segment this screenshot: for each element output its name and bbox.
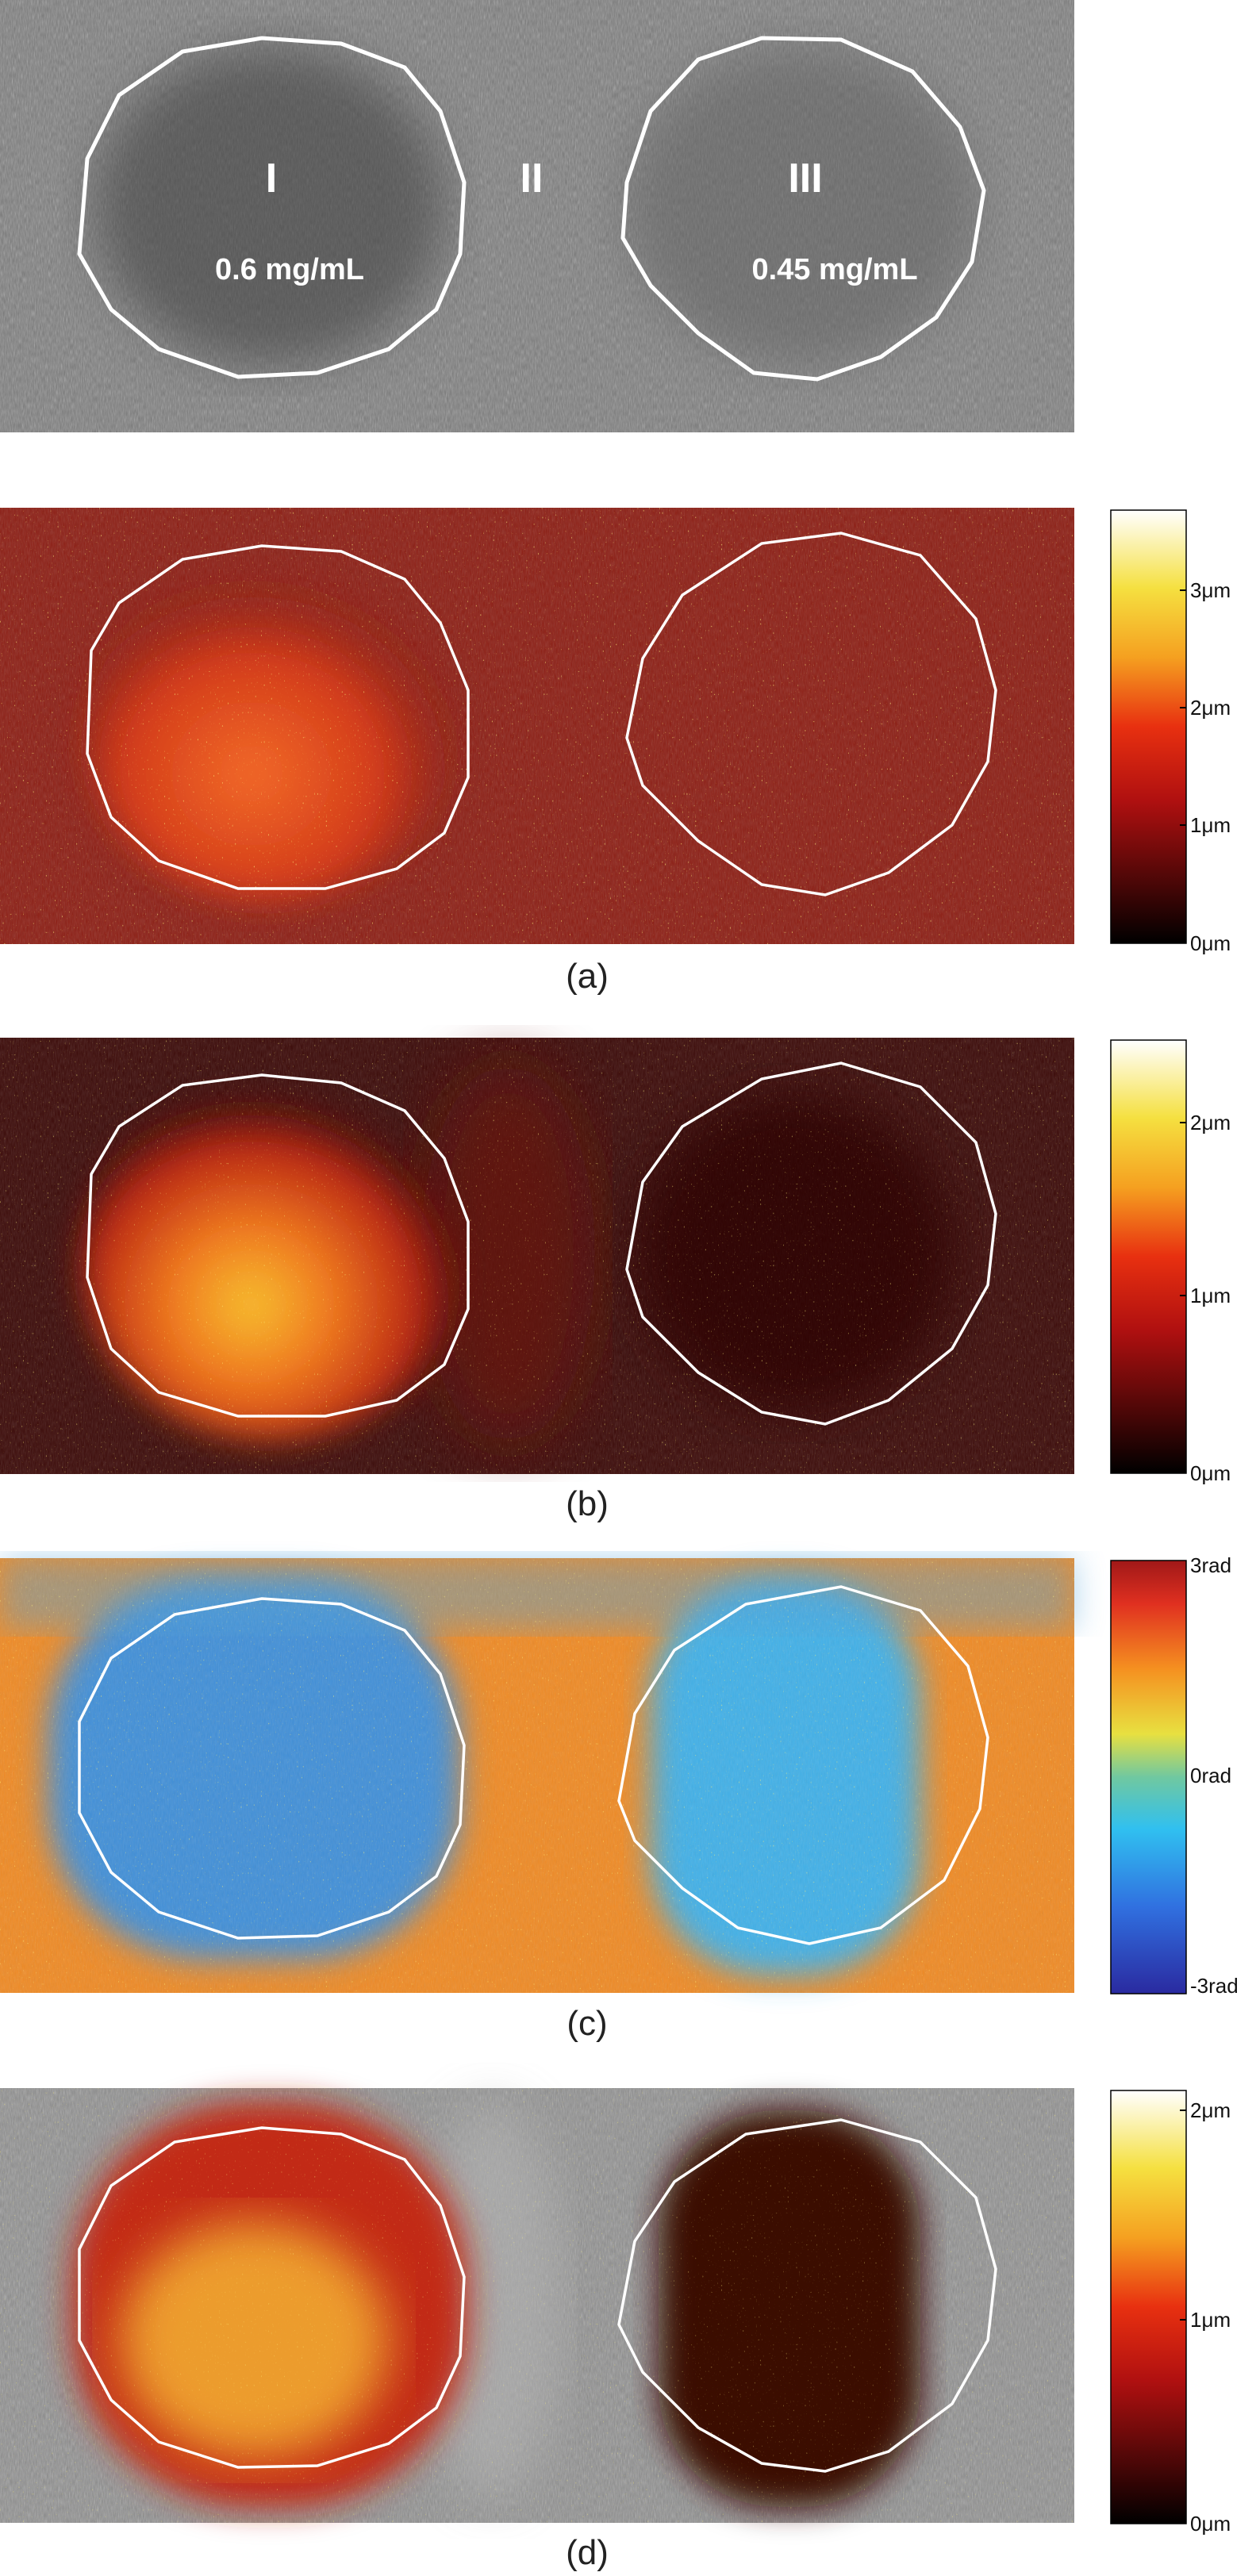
colorbar-c [1110,1560,1187,1994]
caption-a: (a) [566,957,609,996]
concentration-label-iii: 0.45 mg/mL [751,253,917,286]
outline-c-right [617,1585,989,1945]
region-outline-iii [620,36,986,382]
caption-c: (c) [567,2004,607,2043]
caption-d: (d) [566,2533,609,2572]
colorbar-d-tick-2: 2μm [1190,2098,1231,2122]
panel-d: 2μm 1μm 0μm (d) [0,2088,1231,2572]
colorbar-b-tick-1: 1μm [1190,1284,1231,1307]
outline-b-left [86,1073,470,1418]
panel-a: 3μm 2μm 1μm 0μm (a) [0,508,1231,996]
region-label-iii: III [788,155,822,202]
colorbar-b-tick-0: 0μm [1190,1461,1231,1485]
colorbar-c-tick-mid: 0rad [1190,1764,1231,1787]
caption-b: (b) [566,1484,609,1523]
colorbar-c-tick-top: 3rad [1190,1553,1231,1577]
colorbar-a [1110,509,1187,944]
concentration-label-i: 0.6 mg/mL [215,253,364,286]
outline-a-left [86,544,470,890]
outline-d-right [617,2118,997,2473]
colorbar-b [1110,1039,1187,1474]
colorbar-d-tick-1: 1μm [1190,2308,1231,2332]
panel-b: 2μm 1μm 0μm (b) [0,1038,1231,1523]
colorbar-c-tick-bottom: -3rad [1190,1974,1239,1998]
colorbar-a-tick-3: 3μm [1190,578,1231,602]
colorbar-a-tick-1: 1μm [1190,813,1231,837]
colorbar-a-tick-0: 0μm [1190,931,1231,955]
region-outline-i [77,36,467,379]
region-label-ii: II [520,155,543,202]
region-label-i: I [266,155,277,202]
colorbar-a-tick-2: 2μm [1190,696,1231,720]
outline-a-right [625,532,997,896]
grayscale-panel: I II III 0.6 mg/mL 0.45 mg/mL [0,0,1074,432]
colorbar-b-tick-2: 2μm [1190,1111,1231,1134]
colorbar-d [1110,2090,1187,2524]
outline-c-left [78,1597,466,1940]
colorbar-d-tick-0: 0μm [1190,2512,1231,2536]
outline-d-left [78,2126,466,2469]
panel-c: 3rad 0rad -3rad (c) [0,1553,1239,2043]
outline-b-right [625,1061,997,1426]
